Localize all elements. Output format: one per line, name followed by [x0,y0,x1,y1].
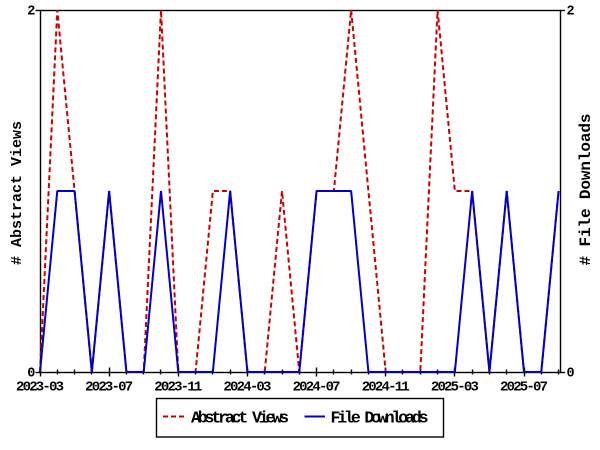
svg-text:2024-03: 2024-03 [223,379,271,395]
svg-text:File Downloads: File Downloads [331,409,429,428]
svg-text:Abstract Views: Abstract Views [191,409,289,428]
svg-text:# File Downloads: # File Downloads [577,114,595,266]
svg-text:2: 2 [27,4,35,19]
svg-text:2024-07: 2024-07 [293,379,341,395]
svg-text:2024-11: 2024-11 [362,379,410,395]
svg-text:2023-03: 2023-03 [16,379,64,395]
svg-text:0: 0 [567,367,575,382]
svg-text:2023-11: 2023-11 [154,379,202,395]
svg-text:0: 0 [27,367,35,382]
svg-text:# Abstract Views: # Abstract Views [9,121,26,265]
svg-text:2023-07: 2023-07 [85,379,133,395]
svg-text:2025-07: 2025-07 [500,379,548,395]
svg-text:2: 2 [567,4,575,19]
svg-text:2025-03: 2025-03 [431,379,479,395]
